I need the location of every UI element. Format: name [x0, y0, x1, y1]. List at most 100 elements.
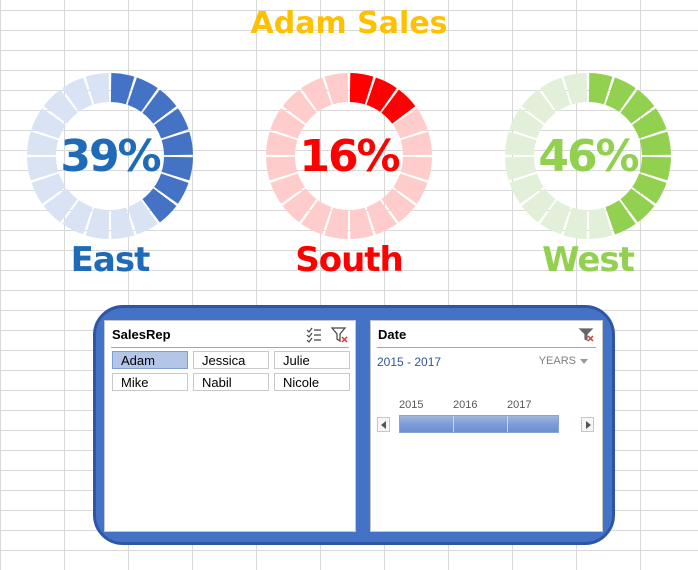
- gauge-segment-filled: [161, 131, 193, 156]
- clear-filter-icon[interactable]: [330, 326, 349, 344]
- timeline-year-2017: 2017: [507, 399, 532, 411]
- salesrep-header-divider: [111, 347, 349, 348]
- gauge-segment-track: [85, 207, 110, 239]
- gauge-south-percent: 16%: [299, 130, 400, 182]
- multi-select-icon[interactable]: [305, 326, 323, 344]
- gauge-segment-track: [110, 207, 135, 239]
- gauge-segment-track: [282, 188, 317, 223]
- gauge-segment-track: [282, 89, 317, 124]
- gauge-segment-track: [324, 207, 349, 239]
- gauge-segment-track: [563, 207, 588, 239]
- gauge-segment-track: [324, 73, 349, 105]
- gauge-east-ring: [27, 73, 193, 239]
- gauge-segment-track: [393, 173, 428, 204]
- gauge-east: 39%: [26, 72, 194, 240]
- gauge-segment-track: [27, 131, 59, 156]
- salesrep-item-adam[interactable]: Adam: [112, 351, 188, 369]
- timeline-year-2016: 2016: [453, 399, 478, 411]
- gauge-segment-filled: [620, 89, 655, 124]
- gauge-segment-filled: [349, 73, 374, 105]
- gauge-west-percent: 46%: [538, 130, 639, 182]
- gauge-segment-track: [563, 73, 588, 105]
- salesrep-item-mike[interactable]: Mike: [112, 373, 188, 391]
- gauge-segment-track: [400, 156, 432, 181]
- gauge-segment-track: [521, 89, 556, 124]
- gauge-segment-track: [31, 173, 66, 204]
- clear-filter-icon[interactable]: [578, 326, 596, 344]
- gauge-west-label: West: [542, 240, 635, 280]
- timeline-selection-bar[interactable]: [399, 415, 559, 433]
- gauge-segment-track: [505, 156, 537, 181]
- chevron-right-icon: [585, 420, 591, 429]
- date-range-label: 2015 - 2017: [377, 355, 442, 369]
- salesrep-item-nicole[interactable]: Nicole: [274, 373, 350, 391]
- gauge-segment-track: [509, 173, 544, 204]
- gauge-segment-track: [270, 173, 305, 204]
- gauge-segment-track: [366, 200, 397, 235]
- salesrep-item-julie[interactable]: Julie: [274, 351, 350, 369]
- gauge-segment-track: [540, 77, 571, 112]
- chevron-down-icon: [580, 358, 588, 364]
- gauge-segment-track: [349, 207, 374, 239]
- slicer-panel-frame: SalesRep Adam Jessica Julie Mike Nabil N…: [93, 305, 615, 545]
- gauge-segment-track: [85, 73, 110, 105]
- gauge-south-ring: [266, 73, 432, 239]
- date-timeline-header: Date: [378, 327, 407, 342]
- gauge-segment-filled: [142, 89, 177, 124]
- gauge-south-label: South: [295, 240, 404, 280]
- gauge-segment-track: [509, 108, 544, 139]
- gauge-segment-filled: [639, 156, 671, 181]
- gauge-segment-track: [62, 77, 93, 112]
- gauge-segment-track: [127, 200, 158, 235]
- gauge-segment-filled: [142, 188, 177, 223]
- gauge-segment-track: [62, 200, 93, 235]
- salesrep-item-jessica[interactable]: Jessica: [193, 351, 269, 369]
- timeline-divider: [507, 416, 508, 432]
- gauge-segment-track: [43, 89, 78, 124]
- gauge-segment-track: [270, 108, 305, 139]
- period-selector[interactable]: YEARS: [539, 355, 588, 367]
- gauge-segment-filled: [605, 77, 636, 112]
- gauge-segment-filled: [366, 77, 397, 112]
- gauge-west-ring: [505, 73, 671, 239]
- gauge-segment-track: [301, 77, 332, 112]
- date-header-divider: [377, 347, 596, 348]
- gauge-segment-track: [266, 156, 298, 181]
- gauge-segment-track: [27, 156, 59, 181]
- gauge-segment-filled: [161, 156, 193, 181]
- gauge-segment-filled: [639, 131, 671, 156]
- gauge-west: 46%: [504, 72, 672, 240]
- date-timeline[interactable]: Date 2015 - 2017 YEARS 2015 2016 2017: [370, 320, 603, 532]
- gauge-segment-track: [400, 131, 432, 156]
- gauge-east-label: East: [70, 240, 151, 280]
- gauge-segment-filled: [620, 188, 655, 223]
- gauge-south: 16%: [265, 72, 433, 240]
- gauge-segment-filled: [632, 173, 667, 204]
- gauge-segment-track: [505, 131, 537, 156]
- gauge-segment-filled: [154, 108, 189, 139]
- gauge-segment-filled: [154, 173, 189, 204]
- gauge-segment-filled: [632, 108, 667, 139]
- salesrep-slicer[interactable]: SalesRep Adam Jessica Julie Mike Nabil N…: [104, 320, 356, 532]
- salesrep-item-nabil[interactable]: Nabil: [193, 373, 269, 391]
- timeline-year-2015: 2015: [399, 399, 424, 411]
- gauge-segment-track: [521, 188, 556, 223]
- gauge-segment-filled: [110, 73, 135, 105]
- gauge-segment-track: [381, 188, 416, 223]
- gauge-segment-track: [588, 207, 613, 239]
- gauge-segment-track: [266, 131, 298, 156]
- gauge-segment-track: [31, 108, 66, 139]
- timeline-divider: [453, 416, 454, 432]
- gauge-segment-filled: [605, 200, 636, 235]
- gauge-segment-filled: [588, 73, 613, 105]
- timeline-scroll-right-button[interactable]: [581, 417, 594, 432]
- gauge-east-percent: 39%: [60, 130, 161, 182]
- dashboard-title: Adam Sales: [250, 6, 448, 41]
- chevron-left-icon: [380, 420, 386, 429]
- gauge-segment-track: [393, 108, 428, 139]
- period-selector-label: YEARS: [538, 355, 576, 367]
- salesrep-slicer-header: SalesRep: [112, 327, 171, 342]
- gauge-segment-track: [301, 200, 332, 235]
- gauge-segment-filled: [381, 89, 416, 124]
- timeline-scroll-left-button[interactable]: [377, 417, 390, 432]
